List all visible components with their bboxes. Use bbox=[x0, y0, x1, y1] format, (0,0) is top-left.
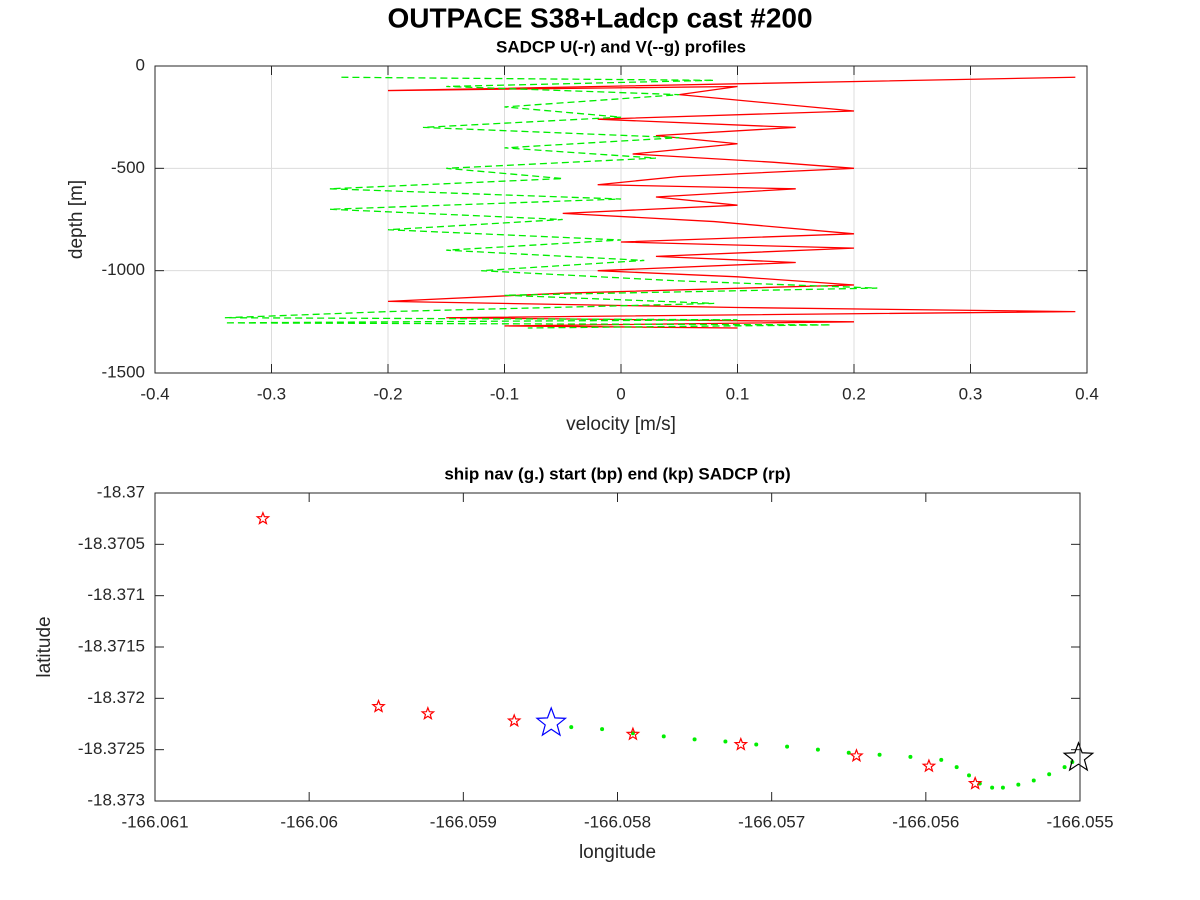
star-marker bbox=[849, 748, 864, 763]
star-marker bbox=[1062, 741, 1095, 772]
dot-marker bbox=[1062, 765, 1067, 770]
x-tick-label: 0.4 bbox=[1075, 384, 1099, 403]
y-tick-label: -18.371 bbox=[87, 585, 145, 604]
star-marker bbox=[625, 726, 641, 741]
star-marker bbox=[255, 510, 271, 525]
dot-marker bbox=[954, 765, 959, 770]
dot-marker bbox=[939, 757, 944, 762]
dot-marker bbox=[990, 785, 995, 790]
profile-line bbox=[387, 76, 1076, 329]
x-tick-label: -166.057 bbox=[738, 812, 805, 831]
dot-marker bbox=[1016, 782, 1021, 787]
x-tick-label: -0.2 bbox=[373, 384, 402, 403]
dot-marker bbox=[723, 739, 728, 744]
star-marker bbox=[535, 706, 568, 737]
figure-title: OUTPACE S38+Ladcp cast #200 bbox=[387, 2, 812, 33]
y-tick-label: -18.373 bbox=[87, 790, 145, 809]
axes-box bbox=[154, 492, 1081, 802]
x-tick-label: -166.055 bbox=[1046, 812, 1113, 831]
y-tick-label: -18.3715 bbox=[78, 636, 145, 655]
star-marker bbox=[733, 736, 749, 751]
dot-marker bbox=[1000, 785, 1005, 790]
chart-title: SADCP U(-r) and V(--g) profiles bbox=[496, 37, 746, 56]
x-tick-label: -0.1 bbox=[490, 384, 519, 403]
y-tick-label: 0 bbox=[136, 55, 145, 74]
y-tick-label: -1000 bbox=[102, 260, 145, 279]
plot-area bbox=[155, 493, 1080, 801]
star-marker bbox=[420, 706, 436, 720]
profile-line bbox=[224, 76, 878, 329]
dot-marker bbox=[1047, 772, 1052, 777]
dot-marker bbox=[977, 781, 982, 786]
y-tick-label: -18.37 bbox=[97, 482, 145, 501]
dot-marker bbox=[785, 744, 790, 749]
dot-marker bbox=[754, 742, 759, 747]
y-axis-label: latitude bbox=[34, 616, 55, 677]
dot-marker bbox=[569, 725, 574, 730]
x-axis-label: longitude bbox=[579, 842, 656, 863]
x-tick-label: -166.056 bbox=[892, 812, 959, 831]
dot-marker bbox=[815, 747, 820, 752]
x-tick-label: -166.06 bbox=[280, 812, 338, 831]
axes-box bbox=[154, 65, 1088, 374]
dot-marker bbox=[600, 727, 605, 732]
x-tick-label: 0.2 bbox=[842, 384, 866, 403]
dot-marker bbox=[967, 773, 971, 778]
x-tick-label: 0.3 bbox=[959, 384, 983, 403]
y-tick-label: -18.3725 bbox=[78, 739, 145, 758]
x-tick-label: 0 bbox=[616, 384, 625, 403]
y-tick-label: -500 bbox=[111, 158, 145, 177]
x-tick-label: 0.1 bbox=[726, 384, 750, 403]
x-axis-label: velocity [m/s] bbox=[566, 414, 676, 435]
dot-marker bbox=[877, 752, 882, 757]
star-marker bbox=[967, 775, 983, 790]
chart-title: ship nav (g.) start (bp) end (kp) SADCP … bbox=[444, 464, 790, 483]
star-marker bbox=[506, 713, 522, 728]
dot-marker bbox=[661, 734, 666, 739]
x-tick-label: -166.061 bbox=[121, 812, 188, 831]
y-axis-label: depth [m] bbox=[66, 180, 87, 259]
x-tick-label: -166.059 bbox=[430, 812, 497, 831]
y-tick-label: -18.3705 bbox=[78, 534, 145, 553]
dot-marker bbox=[1031, 778, 1036, 783]
dot-marker bbox=[692, 737, 697, 742]
star-marker bbox=[371, 698, 386, 713]
x-tick-label: -0.4 bbox=[140, 384, 169, 403]
x-tick-label: -0.3 bbox=[257, 384, 286, 403]
y-tick-label: -18.372 bbox=[87, 688, 145, 707]
dot-marker bbox=[908, 754, 913, 759]
y-tick-label: -1500 bbox=[102, 362, 145, 381]
star-marker bbox=[921, 758, 937, 773]
x-tick-label: -166.058 bbox=[584, 812, 651, 831]
